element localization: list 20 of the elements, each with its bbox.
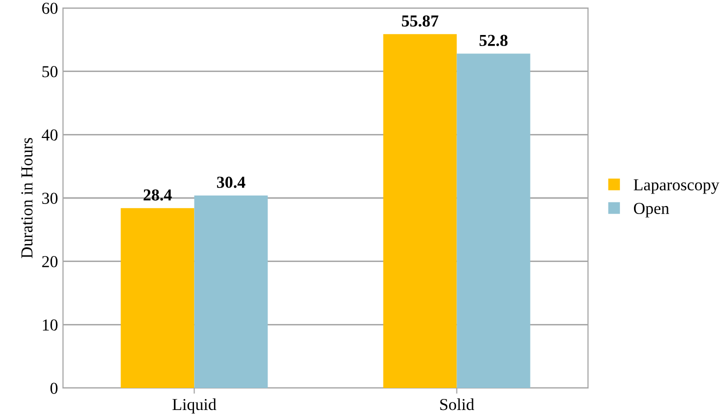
bar [383,34,457,388]
data-label: 30.4 [217,176,246,188]
data-label: 52.8 [480,34,508,46]
y-axis-title: Duration in Hours [21,138,33,258]
data-label: 55.87 [402,15,438,27]
bar [194,195,268,388]
bar [120,208,194,388]
y-tick-label: 30 [42,192,58,204]
x-tick-label: Liquid [172,398,216,414]
bar [456,54,530,388]
data-label: 28.4 [144,189,172,201]
y-tick-label: 20 [42,256,58,268]
y-tick-label: 0 [50,382,58,394]
y-tick-label: 50 [42,66,58,78]
x-tick-label: Solid [440,398,474,410]
y-tick-label: 40 [42,129,58,141]
legend-label: Open [634,202,670,218]
y-tick-label: 60 [42,2,58,14]
y-tick-label: 10 [42,319,58,331]
legend-label: Laparoscopy [634,179,720,194]
